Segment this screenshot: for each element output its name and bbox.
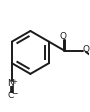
Text: O: O	[59, 32, 66, 41]
Text: C: C	[8, 91, 14, 100]
Text: −: −	[11, 89, 17, 98]
Text: +: +	[11, 79, 17, 85]
Text: O: O	[82, 45, 89, 54]
Text: N: N	[8, 79, 14, 88]
